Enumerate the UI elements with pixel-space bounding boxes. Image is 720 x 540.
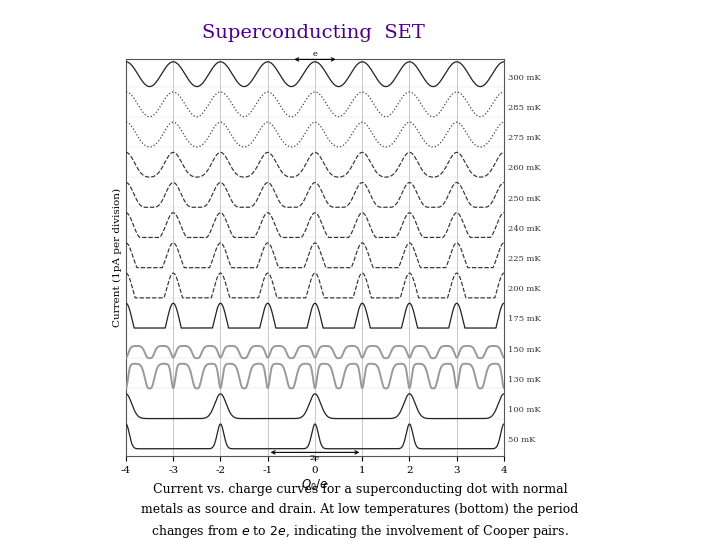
Text: changes from $e$ to $2e$, indicating the involvement of Cooper pairs.: changes from $e$ to $2e$, indicating the… bbox=[151, 523, 569, 540]
Text: 285 mK: 285 mK bbox=[508, 104, 541, 112]
X-axis label: $Q_0/e$: $Q_0/e$ bbox=[301, 478, 329, 493]
Text: 2e: 2e bbox=[310, 454, 320, 462]
Text: 300 mK: 300 mK bbox=[508, 74, 541, 82]
Text: Current vs. charge curves for a superconducting dot with normal: Current vs. charge curves for a supercon… bbox=[153, 483, 567, 496]
Text: 250 mK: 250 mK bbox=[508, 194, 541, 202]
Text: 275 mK: 275 mK bbox=[508, 134, 541, 142]
Text: metals as source and drain. At low temperatures (bottom) the period: metals as source and drain. At low tempe… bbox=[141, 503, 579, 516]
Text: 240 mK: 240 mK bbox=[508, 225, 541, 233]
Text: 150 mK: 150 mK bbox=[508, 346, 541, 354]
Text: 50 mK: 50 mK bbox=[508, 436, 535, 444]
Text: 225 mK: 225 mK bbox=[508, 255, 541, 263]
Y-axis label: Current (1pA per division): Current (1pA per division) bbox=[113, 188, 122, 327]
Text: Superconducting  SET: Superconducting SET bbox=[202, 24, 425, 42]
Text: 200 mK: 200 mK bbox=[508, 285, 541, 293]
Text: 260 mK: 260 mK bbox=[508, 165, 541, 172]
Text: e: e bbox=[312, 50, 318, 58]
Text: 100 mK: 100 mK bbox=[508, 406, 541, 414]
Text: 130 mK: 130 mK bbox=[508, 376, 541, 384]
Text: 175 mK: 175 mK bbox=[508, 315, 541, 323]
